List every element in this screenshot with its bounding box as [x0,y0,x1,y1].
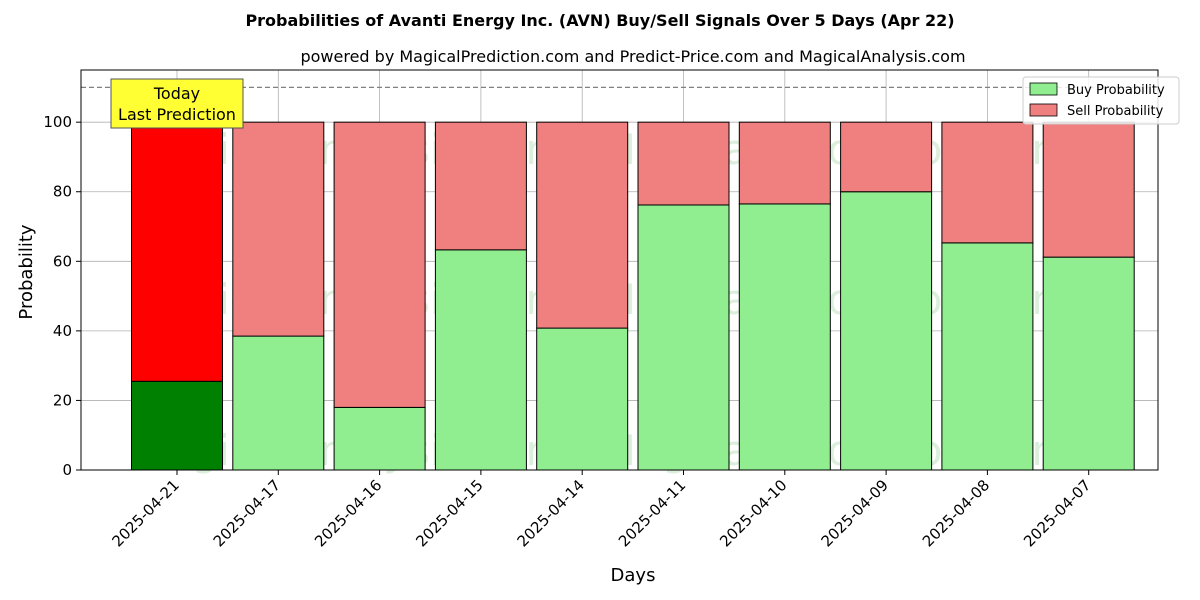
bar-sell-2025-04-15 [434,121,527,251]
annotation-box [110,78,244,129]
y-tick-label: 40 [53,322,72,340]
bar-sell-2025-04-17 [232,121,325,337]
legend-label-sell: Sell Probability [1067,104,1164,119]
chart-subtitle: powered by MagicalPrediction.com and Pre… [300,47,965,66]
bar-sell-2025-04-10 [738,121,831,205]
x-tick-label: 2025-04-10 [716,476,790,550]
bar-sell-2025-04-08 [941,121,1034,244]
legend-swatch-sell [1029,103,1058,117]
y-tick-label: 80 [53,183,72,201]
annotation-line-last-prediction: Last Prediction [118,105,236,124]
chart-title: Probabilities of Avanti Energy Inc. (AVN… [245,11,954,30]
annotation-line-today: Today [153,84,200,103]
bar-sell-2025-04-11 [637,121,730,206]
bars [131,121,1135,471]
today-annotation: Today Last Prediction [110,78,244,129]
legend-swatch-buy [1029,82,1058,96]
bar-buy-2025-04-14 [536,327,629,471]
bar-buy-2025-04-21 [131,380,223,471]
bar-buy-2025-04-07 [1042,256,1135,471]
x-tick-label: 2025-04-21 [108,476,182,550]
y-tick-label: 0 [62,461,72,479]
x-tick-label: 2025-04-08 [919,476,993,550]
x-axis-label: Days [611,565,656,586]
x-tick-label: 2025-04-11 [615,476,689,550]
y-tick-label: 20 [53,391,72,409]
bar-buy-2025-04-16 [333,406,426,471]
x-tick-label: 2025-04-16 [311,476,385,550]
bar-sell-2025-04-16 [333,121,426,408]
legend-label-buy: Buy Probability [1067,83,1165,98]
bar-buy-2025-04-17 [232,335,325,471]
y-axis-label: Probability [16,224,37,319]
bar-buy-2025-04-10 [738,203,831,471]
x-tick-label: 2025-04-17 [210,476,284,550]
bar-sell-2025-04-14 [536,121,629,329]
x-tick-label: 2025-04-09 [818,476,892,550]
bar-buy-2025-04-15 [434,249,527,471]
x-tick-label: 2025-04-14 [514,476,588,550]
bar-buy-2025-04-08 [941,242,1034,471]
x-tick-label: 2025-04-15 [412,476,486,550]
y-tick-label: 100 [43,113,72,131]
legend: Buy Probability Sell Probability [1022,76,1180,125]
bar-sell-2025-04-09 [840,121,933,193]
x-tick-label: 2025-04-07 [1020,476,1094,550]
y-tick-label: 60 [53,252,72,270]
legend-frame [1022,76,1180,125]
bar-buy-2025-04-09 [840,191,933,471]
bar-sell-2025-04-07 [1042,121,1135,258]
plot-area-frame [80,69,1159,471]
bar-sell-2025-04-21 [131,121,223,382]
bar-buy-2025-04-11 [637,204,730,471]
